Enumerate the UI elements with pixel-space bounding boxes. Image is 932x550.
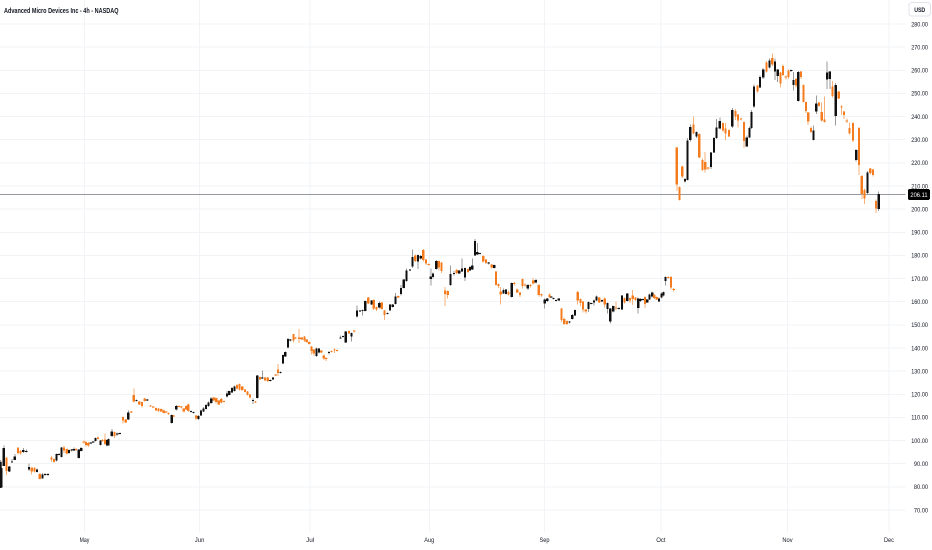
svg-text:230.00: 230.00: [911, 137, 928, 144]
svg-text:Jun: Jun: [195, 537, 205, 544]
svg-text:Advanced Micro Devices Inc - 4: Advanced Micro Devices Inc - 4h - NASDAQ: [4, 6, 119, 15]
svg-text:100.00: 100.00: [911, 438, 928, 445]
svg-text:Dec: Dec: [884, 537, 895, 544]
svg-text:190.00: 190.00: [911, 230, 928, 237]
svg-text:250.00: 250.00: [911, 91, 928, 98]
svg-text:180.00: 180.00: [911, 253, 928, 260]
svg-text:120.00: 120.00: [911, 392, 928, 399]
svg-text:200.00: 200.00: [911, 206, 928, 213]
svg-text:Aug: Aug: [424, 537, 434, 544]
svg-text:240.00: 240.00: [911, 114, 928, 121]
svg-text:270.00: 270.00: [911, 44, 928, 51]
svg-text:Oct: Oct: [656, 537, 666, 544]
svg-text:90.00: 90.00: [914, 461, 928, 468]
svg-text:220.00: 220.00: [911, 160, 928, 167]
svg-text:70.00: 70.00: [914, 507, 928, 514]
svg-text:160.00: 160.00: [911, 299, 928, 306]
svg-text:Sep: Sep: [540, 537, 550, 544]
svg-text:May: May: [80, 537, 90, 544]
svg-text:Jul: Jul: [306, 537, 315, 544]
svg-text:210.00: 210.00: [911, 183, 928, 190]
svg-text:110.00: 110.00: [911, 415, 928, 422]
svg-text:206.11: 206.11: [910, 192, 927, 199]
svg-text:140.00: 140.00: [911, 345, 928, 352]
svg-text:Nov: Nov: [782, 537, 793, 544]
svg-text:150.00: 150.00: [911, 322, 928, 329]
svg-text:USD: USD: [914, 7, 925, 14]
svg-text:260.00: 260.00: [911, 68, 928, 75]
svg-text:280.00: 280.00: [911, 21, 928, 28]
svg-text:80.00: 80.00: [914, 484, 928, 491]
svg-text:170.00: 170.00: [911, 276, 928, 283]
svg-text:130.00: 130.00: [911, 368, 928, 375]
